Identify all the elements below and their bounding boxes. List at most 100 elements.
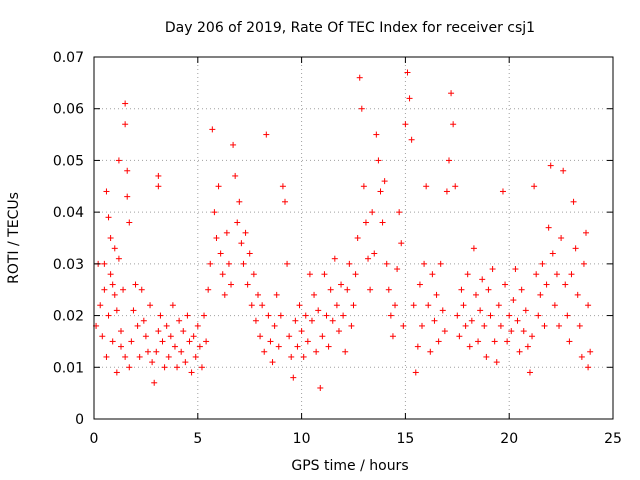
data-point (580, 260, 587, 267)
data-point (211, 209, 218, 216)
data-point (466, 343, 473, 350)
data-point (421, 260, 428, 267)
data-point (414, 343, 421, 350)
data-point (221, 291, 228, 298)
data-point (398, 240, 405, 247)
data-point (406, 95, 413, 102)
data-point (122, 121, 129, 128)
data-point (408, 136, 415, 143)
data-point (392, 302, 399, 309)
data-point (377, 188, 384, 195)
data-point (308, 317, 315, 324)
data-point (163, 322, 170, 329)
data-point (441, 328, 448, 335)
data-point (333, 302, 340, 309)
data-point (230, 141, 237, 148)
data-point (149, 359, 156, 366)
data-point (105, 214, 112, 221)
data-point (126, 219, 133, 226)
data-point (234, 219, 241, 226)
y-tick-label: 0.07 (53, 50, 84, 66)
data-point (284, 260, 291, 267)
data-point (481, 322, 488, 329)
data-point (578, 353, 585, 360)
data-point (155, 328, 162, 335)
data-point (257, 333, 264, 340)
data-point (537, 291, 544, 298)
data-point (252, 317, 259, 324)
x-tick-label: 15 (396, 431, 414, 447)
chart-title: Day 206 of 2019, Rate Of TEC Index for r… (165, 20, 535, 36)
data-point (499, 188, 506, 195)
data-point (464, 271, 471, 278)
data-point (423, 183, 430, 190)
y-tick-label: 0.02 (53, 309, 84, 325)
data-point (495, 302, 502, 309)
data-point (472, 291, 479, 298)
data-point (207, 260, 214, 267)
data-point (219, 271, 226, 278)
data-point (194, 322, 201, 329)
data-point (375, 157, 382, 164)
data-point (130, 307, 137, 314)
data-point (182, 359, 189, 366)
data-point (448, 90, 455, 97)
data-point (319, 333, 326, 340)
data-point (508, 328, 515, 335)
data-point (358, 105, 365, 112)
data-point (315, 307, 322, 314)
data-point (396, 209, 403, 216)
data-point (115, 255, 122, 262)
data-point (568, 271, 575, 278)
data-point (113, 307, 120, 314)
data-point (329, 317, 336, 324)
data-point (547, 162, 554, 169)
data-point (452, 183, 459, 190)
data-point (217, 250, 224, 257)
data-point (371, 250, 378, 257)
data-point (585, 302, 592, 309)
data-point (203, 338, 210, 345)
data-point (460, 302, 467, 309)
data-point (122, 100, 129, 107)
x-tick-label: 0 (90, 431, 99, 447)
data-point (585, 364, 592, 371)
data-point (483, 353, 490, 360)
data-point (400, 322, 407, 329)
data-point (475, 338, 482, 345)
data-point (412, 369, 419, 376)
data-point (120, 286, 127, 293)
data-point (171, 343, 178, 350)
data-point (394, 266, 401, 273)
data-point (313, 348, 320, 355)
data-point (304, 338, 311, 345)
data-point (497, 322, 504, 329)
data-point (300, 353, 307, 360)
data-point (107, 235, 114, 241)
data-point (167, 333, 174, 340)
y-tick-label: 0.03 (53, 257, 84, 273)
data-point (587, 348, 594, 355)
data-point (186, 338, 193, 345)
data-point (325, 343, 332, 350)
data-point (356, 74, 363, 81)
ticks (93, 56, 614, 420)
y-tick-label: 0.04 (53, 205, 84, 221)
data-point (265, 312, 272, 319)
data-point (387, 312, 394, 319)
data-point (445, 157, 452, 164)
data-point (518, 286, 525, 293)
data-point (514, 317, 521, 324)
data-point (354, 235, 361, 241)
data-point (526, 369, 533, 376)
data-point (273, 291, 280, 298)
data-point (360, 183, 367, 190)
data-point (122, 353, 129, 360)
data-point (275, 343, 282, 350)
data-point (346, 260, 353, 267)
data-point (433, 291, 440, 298)
data-point (381, 178, 388, 185)
data-point (564, 312, 571, 319)
data-point (277, 312, 284, 319)
data-point (362, 219, 369, 226)
